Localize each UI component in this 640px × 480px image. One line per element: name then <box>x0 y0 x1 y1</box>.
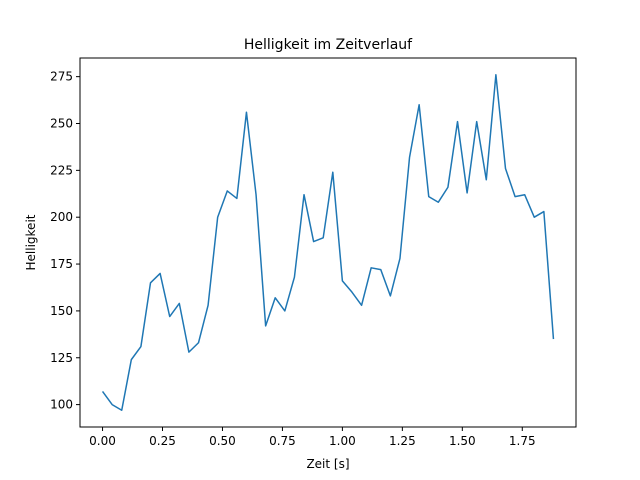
x-tick-label: 1.00 <box>329 434 356 448</box>
y-tick-label: 275 <box>50 70 73 84</box>
y-tick-label: 150 <box>50 304 73 318</box>
y-tick-label: 100 <box>50 398 73 412</box>
x-tick-label: 1.50 <box>449 434 476 448</box>
series-layer <box>101 74 555 411</box>
y-tick-label: 250 <box>50 116 73 130</box>
x-tick-label: 1.25 <box>389 434 416 448</box>
x-axis: 0.00 0.25 0.50 0.75 1.00 1.25 1.50 1.75 <box>89 427 536 448</box>
chart-title: Helligkeit im Zeitverlauf <box>244 37 413 53</box>
y-tick-label: 225 <box>50 163 73 177</box>
x-tick-label: 0.25 <box>149 434 176 448</box>
y-tick-label: 200 <box>50 210 73 224</box>
x-tick-label: 1.75 <box>509 434 536 448</box>
x-tick-label: 0.00 <box>89 434 116 448</box>
y-tick-label: 125 <box>50 351 73 365</box>
x-tick-label: 0.50 <box>209 434 236 448</box>
y-axis-label: Helligkeit <box>24 214 38 270</box>
x-axis-label: Zeit [s] <box>306 457 349 471</box>
plot-frame <box>79 57 577 428</box>
y-axis: 100 125 150 175 200 225 250 275 <box>50 70 80 412</box>
series-line-helligkeit <box>101 74 555 411</box>
y-tick-label: 175 <box>50 257 73 271</box>
x-tick-label: 0.75 <box>269 434 296 448</box>
plot-area <box>80 58 576 427</box>
